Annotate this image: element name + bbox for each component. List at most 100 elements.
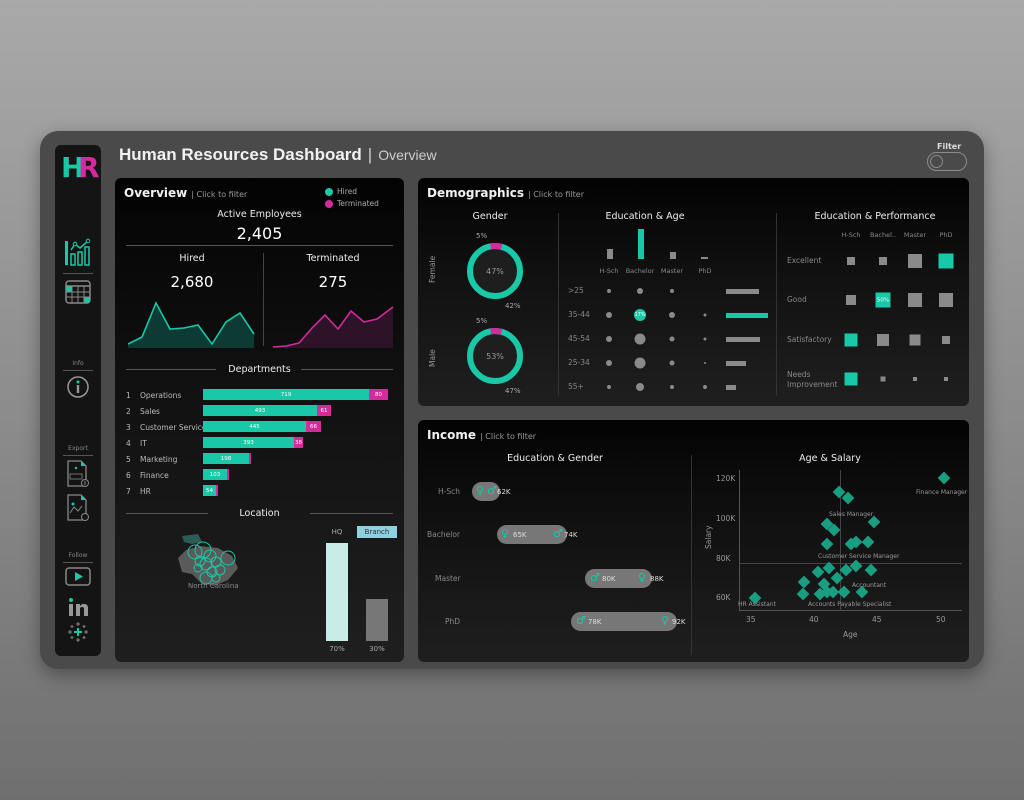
terminated-sparkline[interactable] xyxy=(273,300,395,348)
hired-bar[interactable]: 103 xyxy=(203,469,227,480)
terminated-bar[interactable]: 61 xyxy=(317,405,331,416)
hq-bar[interactable] xyxy=(326,543,348,641)
age-edu-dot[interactable] xyxy=(606,360,612,366)
age-edu-dot[interactable] xyxy=(607,385,611,389)
age-edu-dot[interactable] xyxy=(636,383,644,391)
age-edu-dot[interactable] xyxy=(704,362,706,364)
department-row[interactable]: 1 Operations xyxy=(126,390,182,400)
hired-bar[interactable]: 493 xyxy=(203,405,317,416)
perf-square[interactable] xyxy=(844,372,858,386)
age-edu-dot[interactable] xyxy=(637,288,643,294)
age-total-bar[interactable] xyxy=(726,385,736,390)
perf-square[interactable] xyxy=(939,293,953,307)
department-row[interactable]: 4 IT xyxy=(126,438,147,448)
hired-bar[interactable]: 719 xyxy=(203,389,369,400)
age-edu-dot[interactable] xyxy=(669,360,675,366)
income-range-pill[interactable] xyxy=(585,569,652,588)
perf-square[interactable] xyxy=(880,376,886,382)
age-edu-dot[interactable] xyxy=(703,385,707,389)
hired-bar[interactable]: 54 xyxy=(203,485,216,496)
department-bar[interactable]: 198 xyxy=(203,453,251,464)
age-edu-dot[interactable] xyxy=(669,336,675,342)
age-edu-dot[interactable] xyxy=(670,385,674,389)
perf-square[interactable] xyxy=(847,257,855,265)
filter-toggle[interactable] xyxy=(927,152,967,171)
department-bar[interactable]: 103 xyxy=(203,469,229,480)
perf-square[interactable] xyxy=(846,295,856,305)
department-bar[interactable]: 393 38 xyxy=(203,437,303,448)
age-total-bar[interactable] xyxy=(726,337,760,342)
info-icon[interactable] xyxy=(63,372,93,402)
department-row[interactable]: 2 Sales xyxy=(126,406,160,416)
age-edu-dot[interactable] xyxy=(607,289,611,293)
perf-square[interactable] xyxy=(944,377,948,381)
terminated-bar[interactable] xyxy=(216,485,218,496)
perf-square[interactable] xyxy=(938,253,954,269)
pdf-export-icon[interactable] xyxy=(63,459,93,489)
hired-bar[interactable]: 393 xyxy=(203,437,294,448)
income-filter-hint[interactable]: | Click to filter xyxy=(480,432,537,441)
branch-bar[interactable] xyxy=(366,599,388,641)
income-range-pill[interactable] xyxy=(571,612,677,631)
age-edu-dot[interactable] xyxy=(703,337,707,341)
department-row[interactable]: 7 HR xyxy=(126,486,151,496)
edu-bar-hsch[interactable] xyxy=(607,249,613,259)
age-edu-dot[interactable] xyxy=(606,336,612,342)
department-bar[interactable]: 719 80 xyxy=(203,389,388,400)
edu-bar-phd[interactable] xyxy=(701,257,708,259)
legend-terminated[interactable]: Terminated xyxy=(325,199,379,208)
department-row[interactable]: 5 Marketing xyxy=(126,454,178,464)
age-total-bar[interactable] xyxy=(726,361,746,366)
age-edu-dot[interactable] xyxy=(669,312,675,318)
female-donut-chart[interactable]: 47% xyxy=(465,241,525,301)
department-bar[interactable]: 445 66 xyxy=(203,421,321,432)
youtube-play-icon[interactable] xyxy=(63,565,93,595)
dashboard-chart-icon[interactable] xyxy=(63,237,93,267)
terminated-bar[interactable] xyxy=(249,453,251,464)
male-donut-chart[interactable]: 53% xyxy=(465,326,525,386)
linkedin-icon[interactable] xyxy=(63,595,93,625)
perf-square[interactable] xyxy=(909,334,921,346)
perf-square[interactable]: 50% xyxy=(875,292,891,308)
perf-square[interactable] xyxy=(913,377,917,381)
income-range-pill[interactable] xyxy=(472,482,500,501)
divider xyxy=(301,369,393,370)
hired-sparkline[interactable] xyxy=(128,300,256,348)
calendar-table-icon[interactable] xyxy=(63,278,93,308)
branch-button[interactable]: Branch xyxy=(357,526,397,538)
age-total-bar[interactable] xyxy=(726,289,759,294)
age-edu-dot[interactable] xyxy=(703,313,707,317)
perf-square[interactable] xyxy=(908,293,922,307)
edu-bar-bachelor[interactable] xyxy=(638,229,644,259)
terminated-bar[interactable]: 66 xyxy=(306,421,321,432)
overview-filter-hint[interactable]: | Click to filter xyxy=(191,190,248,199)
perf-square[interactable] xyxy=(877,334,889,346)
hired-bar[interactable]: 445 xyxy=(203,421,306,432)
scatter-annotation: Customer Service Manager xyxy=(818,553,900,560)
income-range-pill[interactable] xyxy=(497,525,567,544)
location-map[interactable]: North Carolina xyxy=(170,528,270,598)
terminated-bar[interactable]: 80 xyxy=(369,389,388,400)
age-edu-dot[interactable] xyxy=(670,289,674,293)
age-total-bar[interactable] xyxy=(726,313,768,318)
age-edu-dot[interactable] xyxy=(634,357,646,369)
hired-bar[interactable]: 198 xyxy=(203,453,249,464)
department-row[interactable]: 6 Finance xyxy=(126,470,169,480)
age-edu-dot[interactable] xyxy=(634,333,646,345)
terminated-bar[interactable] xyxy=(227,469,229,480)
perf-square[interactable] xyxy=(908,254,922,268)
image-export-icon[interactable] xyxy=(63,493,93,523)
department-bar[interactable]: 54 xyxy=(203,485,218,496)
perf-square[interactable] xyxy=(879,257,887,265)
terminated-bar[interactable]: 38 xyxy=(294,437,303,448)
department-bar[interactable]: 493 61 xyxy=(203,405,331,416)
tableau-icon[interactable] xyxy=(63,620,93,650)
edu-bar-master[interactable] xyxy=(670,252,676,259)
demographics-filter-hint[interactable]: | Click to filter xyxy=(527,190,584,199)
perf-square[interactable] xyxy=(942,336,950,344)
department-row[interactable]: 3 Customer Service xyxy=(126,422,207,432)
legend-hired[interactable]: Hired xyxy=(325,187,357,196)
perf-square[interactable] xyxy=(844,333,858,347)
age-edu-dot[interactable]: 17% xyxy=(634,309,646,321)
age-edu-dot[interactable] xyxy=(606,312,612,318)
